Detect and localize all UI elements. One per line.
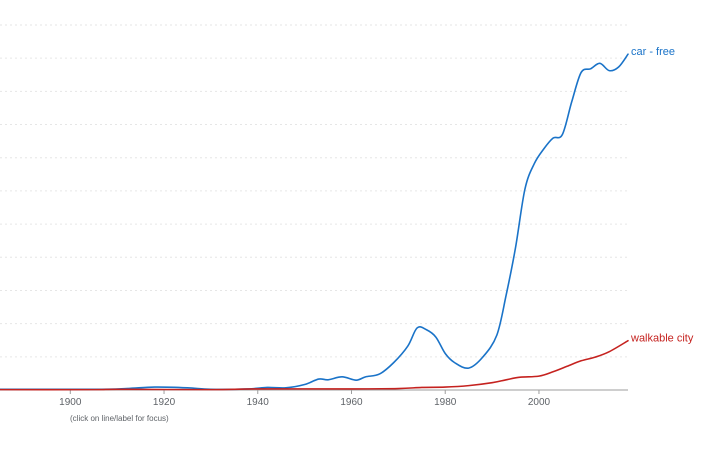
x-tick-label: 2000 <box>528 397 551 408</box>
x-tick-label: 1980 <box>434 397 457 408</box>
series-label-walkable-city[interactable]: walkable city <box>630 333 694 345</box>
grid-lines <box>0 24 628 358</box>
x-tick-label: 1920 <box>153 397 176 408</box>
x-tick-label: 1940 <box>247 397 270 408</box>
series-labels: car - free walkable city <box>630 46 694 345</box>
x-tick-label: 1960 <box>340 397 363 408</box>
x-axis: 1900 1920 1940 1960 1980 2000 <box>0 389 628 408</box>
x-tick-label: 1900 <box>59 397 82 408</box>
series-lines <box>0 53 629 391</box>
series-label-car-free[interactable]: car - free <box>631 46 675 58</box>
focus-hint: (click on line/label for focus) <box>70 414 169 423</box>
series-line-walkable-city[interactable] <box>0 339 629 391</box>
series-line-car-free[interactable] <box>0 53 629 391</box>
